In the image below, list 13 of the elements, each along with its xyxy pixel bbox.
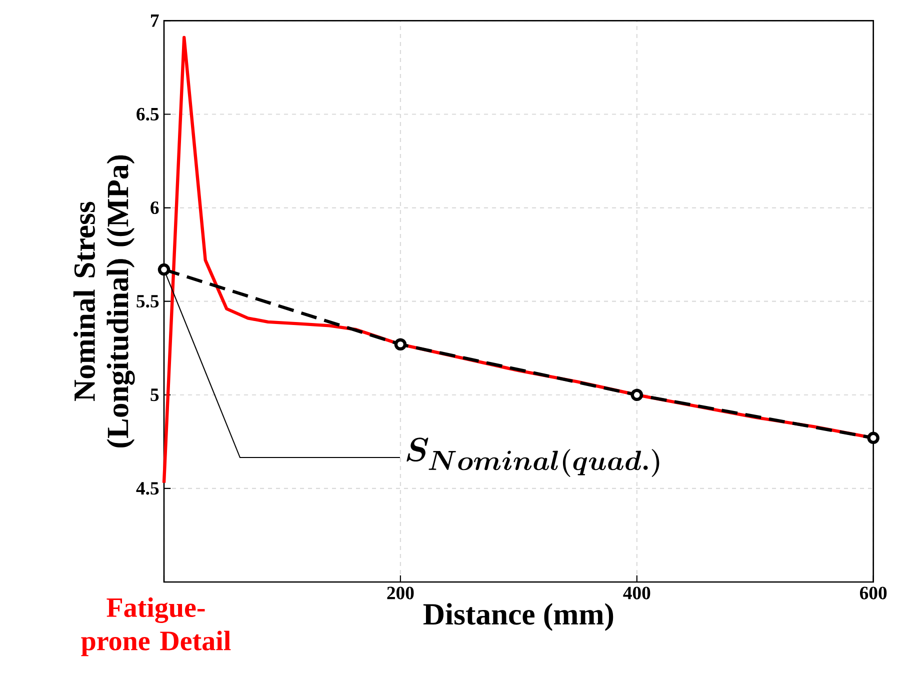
y-axis-title: Nominal Stress (Longitudinal) ((MPa) bbox=[73, 155, 135, 448]
y-tick-label: 6 bbox=[150, 202, 159, 214]
y-tick-label: 5 bbox=[150, 388, 159, 402]
y-tick-label: 6.5 bbox=[136, 108, 159, 121]
x-tick-label: 200 bbox=[387, 586, 414, 600]
y-tick-label: 4.5 bbox=[136, 482, 159, 495]
annotation: $S_{Nominal(quad.)}$ bbox=[406, 438, 660, 477]
annotation: Fatigue-prone Detail bbox=[81, 597, 231, 656]
x-axis-title: Distance (mm) bbox=[423, 603, 614, 631]
y-tick-label: 5.5 bbox=[136, 295, 159, 308]
x-tick-label: 400 bbox=[623, 586, 650, 600]
x-tick-label: 600 bbox=[860, 586, 887, 600]
y-tick-label: 7 bbox=[151, 14, 159, 27]
